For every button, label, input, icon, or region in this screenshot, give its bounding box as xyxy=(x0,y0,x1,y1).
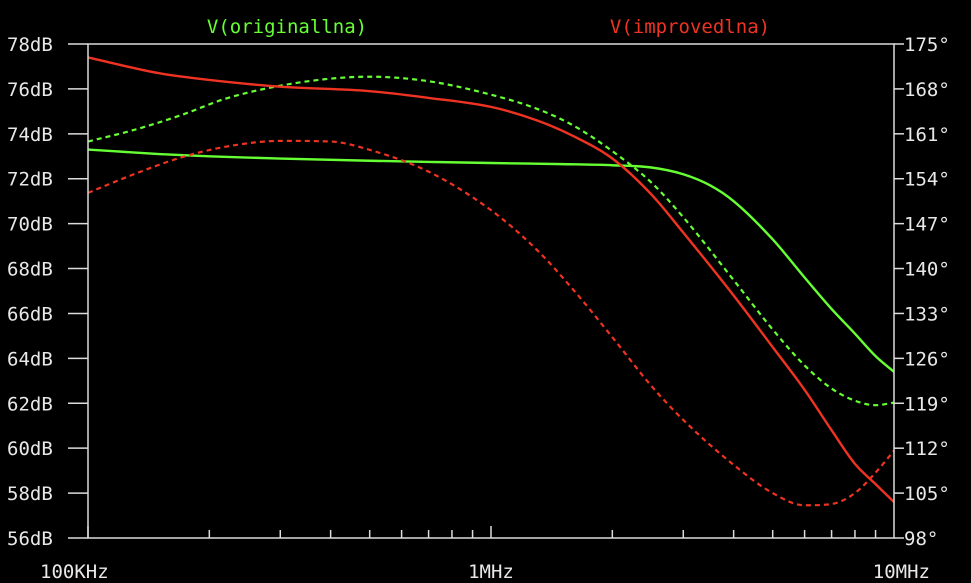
trace-layer xyxy=(87,56,895,507)
tick-layer xyxy=(68,43,904,539)
right-y-tick-label: 168° xyxy=(904,79,950,101)
x-tick-label: 1MHz xyxy=(468,561,514,583)
left-y-tick-label: 68dB xyxy=(7,259,53,281)
left-y-tick-label: 62dB xyxy=(7,393,53,415)
left-y-tick-label: 76dB xyxy=(7,79,53,101)
right-y-tick-label: 112° xyxy=(904,438,950,460)
left-y-tick-label: 72dB xyxy=(7,169,53,191)
right-y-tick-label: 98° xyxy=(904,528,938,550)
left-y-tick-label: 58dB xyxy=(7,483,53,505)
right-y-tick-label: 105° xyxy=(904,483,950,505)
axis-label-layer: 78dB 76dB 74dB 72dB 70dB 68dB 66dB 64dB 62dB 60dB… xyxy=(7,34,950,583)
magnitude-trace-originallna[interactable] xyxy=(87,148,895,373)
right-y-tick-label: 175° xyxy=(904,34,950,56)
phase-trace-originallna[interactable] xyxy=(87,75,895,407)
left-y-tick-label: 78dB xyxy=(7,34,53,56)
legend-entry-improvedlna[interactable]: V(improvedlna) xyxy=(610,16,770,38)
right-y-tick-label: 119° xyxy=(904,393,950,415)
left-y-tick-label: 64dB xyxy=(7,348,53,370)
left-y-tick-label: 56dB xyxy=(7,528,53,550)
magnitude-trace-improvedlna[interactable] xyxy=(87,56,895,503)
x-tick-label: 10MHz xyxy=(873,561,930,583)
left-y-tick-label: 74dB xyxy=(7,124,53,146)
right-y-tick-label: 147° xyxy=(904,214,950,236)
legend-entry-originallna[interactable]: V(originallna) xyxy=(207,16,367,38)
right-y-tick-label: 154° xyxy=(904,169,950,191)
right-y-tick-label: 126° xyxy=(904,348,950,370)
left-y-tick-label: 60dB xyxy=(7,438,53,460)
right-y-tick-label: 161° xyxy=(904,124,950,146)
phase-trace-improvedlna[interactable] xyxy=(87,139,895,507)
right-y-tick-label: 133° xyxy=(904,303,950,325)
left-y-tick-label: 66dB xyxy=(7,303,53,325)
x-tick-label: 100KHz xyxy=(40,561,109,583)
left-y-tick-label: 70dB xyxy=(7,214,53,236)
right-y-tick-label: 140° xyxy=(904,259,950,281)
